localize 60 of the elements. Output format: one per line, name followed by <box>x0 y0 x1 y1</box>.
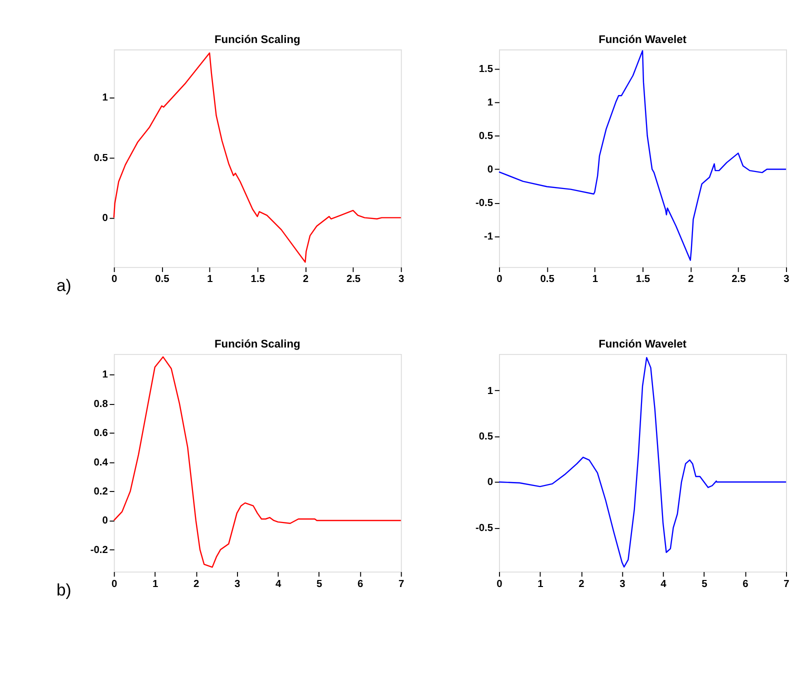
y-tick-label: 1 <box>487 386 494 397</box>
x-tick-label: 2.5 <box>732 274 746 286</box>
x-tick-label: 3 <box>620 578 626 590</box>
y-tick-label: 1 <box>102 370 108 381</box>
y-tick-label: 1 <box>102 92 108 104</box>
y-tick-label: -0.5 <box>475 522 494 534</box>
x-tick-label: 0.5 <box>540 274 555 286</box>
x-tick-label: 1 <box>207 274 214 286</box>
y-tick-label: -1 <box>484 231 494 242</box>
x-tick-label: 6 <box>358 578 364 590</box>
y-tick-label: 1.5 <box>478 64 494 76</box>
x-tick-label: 0.5 <box>155 274 170 286</box>
line-series <box>113 356 402 568</box>
x-tick-label: 2 <box>302 274 309 286</box>
x-tick-label: 4 <box>276 578 282 590</box>
y-tick-label: 0.5 <box>94 152 108 164</box>
y-tick-label: -0.2 <box>90 544 108 556</box>
x-tick-label: 1 <box>152 578 159 590</box>
y-tick-label: 0 <box>102 516 108 527</box>
y-tick-label: 0.5 <box>478 432 494 443</box>
x-tick-label: 7 <box>784 578 790 590</box>
y-tick-label: 0.2 <box>94 486 108 498</box>
x-tick-label: 3 <box>784 274 790 286</box>
x-tick-label: 2 <box>194 578 200 590</box>
y-tick-label: 0 <box>487 164 494 176</box>
line-series <box>113 52 402 263</box>
x-tick-label: 5 <box>702 578 708 590</box>
x-tick-label: 1.5 <box>250 274 266 286</box>
x-tick-label: 4 <box>660 578 667 590</box>
y-tick-label: 0.5 <box>478 130 494 142</box>
y-tick-label: 0 <box>487 477 494 488</box>
line-series <box>498 50 787 261</box>
chart-title: Función Scaling <box>214 338 300 351</box>
line-series <box>498 357 787 568</box>
text: a) <box>56 276 72 296</box>
y-tick-label: 0 <box>102 212 108 224</box>
y-tick-label: 0.4 <box>94 457 108 468</box>
x-tick-label: 6 <box>742 578 749 590</box>
x-tick-label: 7 <box>398 578 405 590</box>
x-tick-label: 1 <box>592 274 598 286</box>
x-tick-label: 5 <box>316 578 323 590</box>
x-tick-label: 2 <box>688 274 694 286</box>
chart-title: Función Wavelet <box>598 338 687 351</box>
chart-title: Función Scaling <box>214 34 300 46</box>
x-tick-label: 0 <box>496 274 503 286</box>
x-tick-label: 2.5 <box>346 274 361 286</box>
y-tick-label: 0.8 <box>94 398 108 410</box>
x-tick-label: 3 <box>398 274 405 286</box>
x-tick-label: 3 <box>234 578 241 590</box>
x-tick-label: 2 <box>578 578 585 590</box>
x-tick-label: 0 <box>112 274 118 286</box>
y-tick-label: 1 <box>487 98 494 109</box>
x-tick-label: 1 <box>538 578 544 590</box>
y-tick-label: 0.6 <box>94 428 108 440</box>
x-tick-label: 0 <box>496 578 503 590</box>
x-tick-label: 0 <box>112 578 118 590</box>
chart-title: Función Wavelet <box>598 34 687 46</box>
x-tick-label: 1.5 <box>636 274 650 286</box>
y-tick-label: -0.5 <box>475 198 494 209</box>
text: b) <box>56 580 72 600</box>
